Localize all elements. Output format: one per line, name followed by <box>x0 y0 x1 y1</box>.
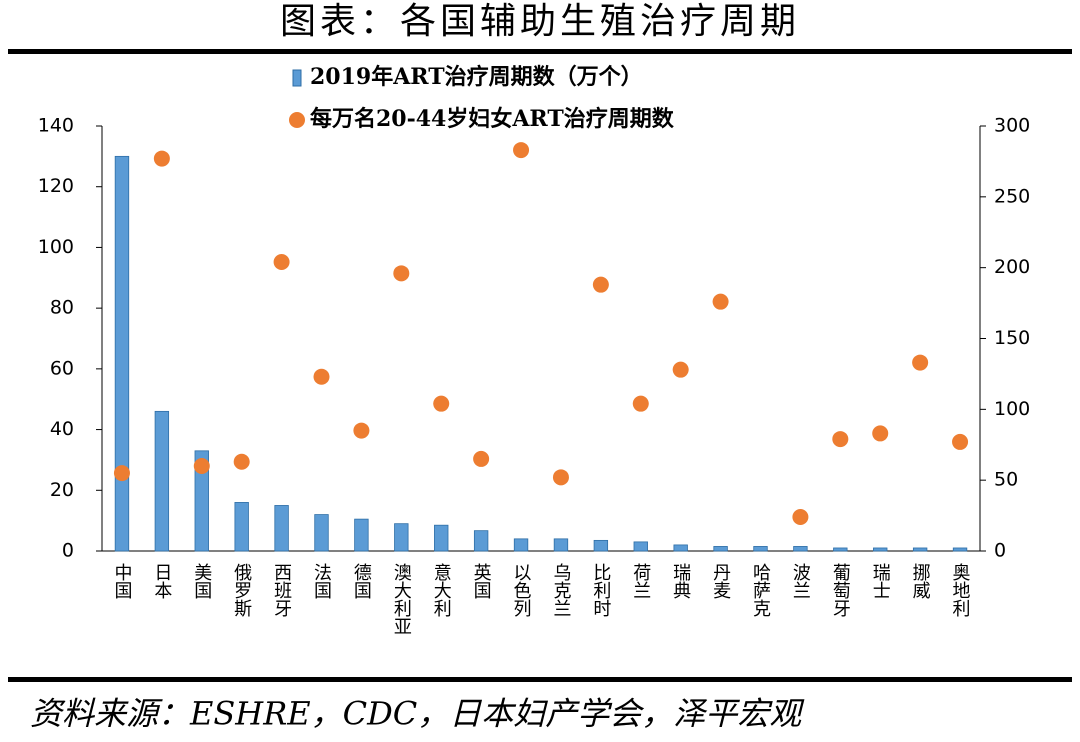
dot <box>872 425 889 442</box>
dot <box>353 422 370 439</box>
y-tick-label: 40 <box>50 418 74 440</box>
dot <box>513 142 530 159</box>
dot <box>113 465 130 482</box>
dot <box>792 509 809 525</box>
dot <box>592 276 609 293</box>
dot <box>273 254 290 270</box>
dot <box>672 361 689 378</box>
bar <box>154 410 170 552</box>
bar <box>473 530 489 552</box>
x-tick-label: 波兰 <box>790 563 811 599</box>
x-tick-label: 丹麦 <box>710 563 731 599</box>
dot <box>233 453 250 470</box>
x-tick-label: 法国 <box>311 563 332 599</box>
dot <box>952 433 969 450</box>
dot <box>153 150 170 167</box>
y-tick-label: 80 <box>50 297 74 319</box>
dot <box>193 458 210 474</box>
x-tick-label: 比利时 <box>590 563 611 617</box>
y2-tick-label: 200 <box>994 256 1030 278</box>
dot <box>552 469 569 486</box>
bar <box>194 450 209 552</box>
y2-tick-label: 100 <box>994 398 1030 420</box>
bar <box>274 505 289 552</box>
bar <box>912 547 928 552</box>
x-tick-label: 乌克兰 <box>550 563 571 617</box>
x-tick-label: 奥地利 <box>950 563 971 617</box>
bar <box>793 546 808 552</box>
bar <box>952 547 968 552</box>
bottom-rule <box>8 677 1072 682</box>
x-tick-label: 瑞士 <box>870 563 891 599</box>
y-tick-label: 20 <box>50 479 74 501</box>
y2-tick-label: 300 <box>994 115 1030 137</box>
dot <box>473 450 490 467</box>
dot <box>912 354 929 371</box>
dot <box>313 368 330 385</box>
x-tick-label: 西班牙 <box>271 563 292 618</box>
bar <box>553 538 569 552</box>
dot <box>433 395 450 412</box>
source: 资料来源：ESHRE，CDC，日本妇产学会，泽平宏观 <box>30 695 805 733</box>
bar <box>314 514 329 552</box>
bar <box>434 524 449 552</box>
bar <box>633 541 648 552</box>
x-tick-label: 德国 <box>351 563 372 599</box>
x-tick-label: 英国 <box>471 563 492 599</box>
y-tick-label: 140 <box>38 115 74 137</box>
x-tick-label: 葡萄牙 <box>830 563 851 618</box>
chart-title: 图表：各国辅助生殖治疗周期 <box>280 1 800 42</box>
y-tick-label: 100 <box>38 236 74 258</box>
bar <box>673 544 688 552</box>
legend-swatch <box>289 112 305 128</box>
dot <box>832 431 849 448</box>
bar <box>394 523 409 552</box>
dot <box>632 395 649 412</box>
bar <box>234 502 249 552</box>
legend-swatch <box>292 69 302 87</box>
bar <box>713 546 728 552</box>
bar <box>833 547 848 552</box>
y2-tick-label: 150 <box>994 327 1030 349</box>
x-tick-label: 以色列 <box>511 563 532 617</box>
legend-label: 2019年ART治疗周期数（万个） <box>310 64 643 90</box>
x-tick-label: 日本 <box>151 563 172 599</box>
x-tick-label: 中国 <box>111 563 132 599</box>
x-tick-label: 哈萨克 <box>750 563 771 617</box>
x-tick-label: 瑞典 <box>670 563 691 599</box>
legend-label: 每万名20-44岁妇女ART治疗周期数 <box>310 106 675 132</box>
bar <box>593 539 609 552</box>
x-tick-label: 澳大利亚 <box>391 563 412 635</box>
bar <box>513 538 529 552</box>
y2-tick-label: 50 <box>994 469 1018 491</box>
bar <box>753 546 768 552</box>
bar <box>354 518 369 552</box>
y-tick-label: 0 <box>62 540 74 562</box>
x-tick-label: 意大利 <box>431 563 452 617</box>
bar <box>114 155 130 552</box>
bar <box>873 547 888 552</box>
y-tick-label: 120 <box>38 175 74 197</box>
y2-tick-label: 0 <box>994 540 1006 562</box>
x-tick-label: 挪威 <box>910 563 931 600</box>
x-tick-label: 荷兰 <box>630 563 651 599</box>
y-tick-label: 60 <box>50 357 74 379</box>
dot <box>393 265 410 282</box>
y2-tick-label: 250 <box>994 185 1030 207</box>
dot <box>712 293 729 310</box>
x-tick-label: 美国 <box>191 563 212 599</box>
x-tick-label: 俄罗斯 <box>231 563 252 618</box>
top-rule <box>8 49 1072 54</box>
